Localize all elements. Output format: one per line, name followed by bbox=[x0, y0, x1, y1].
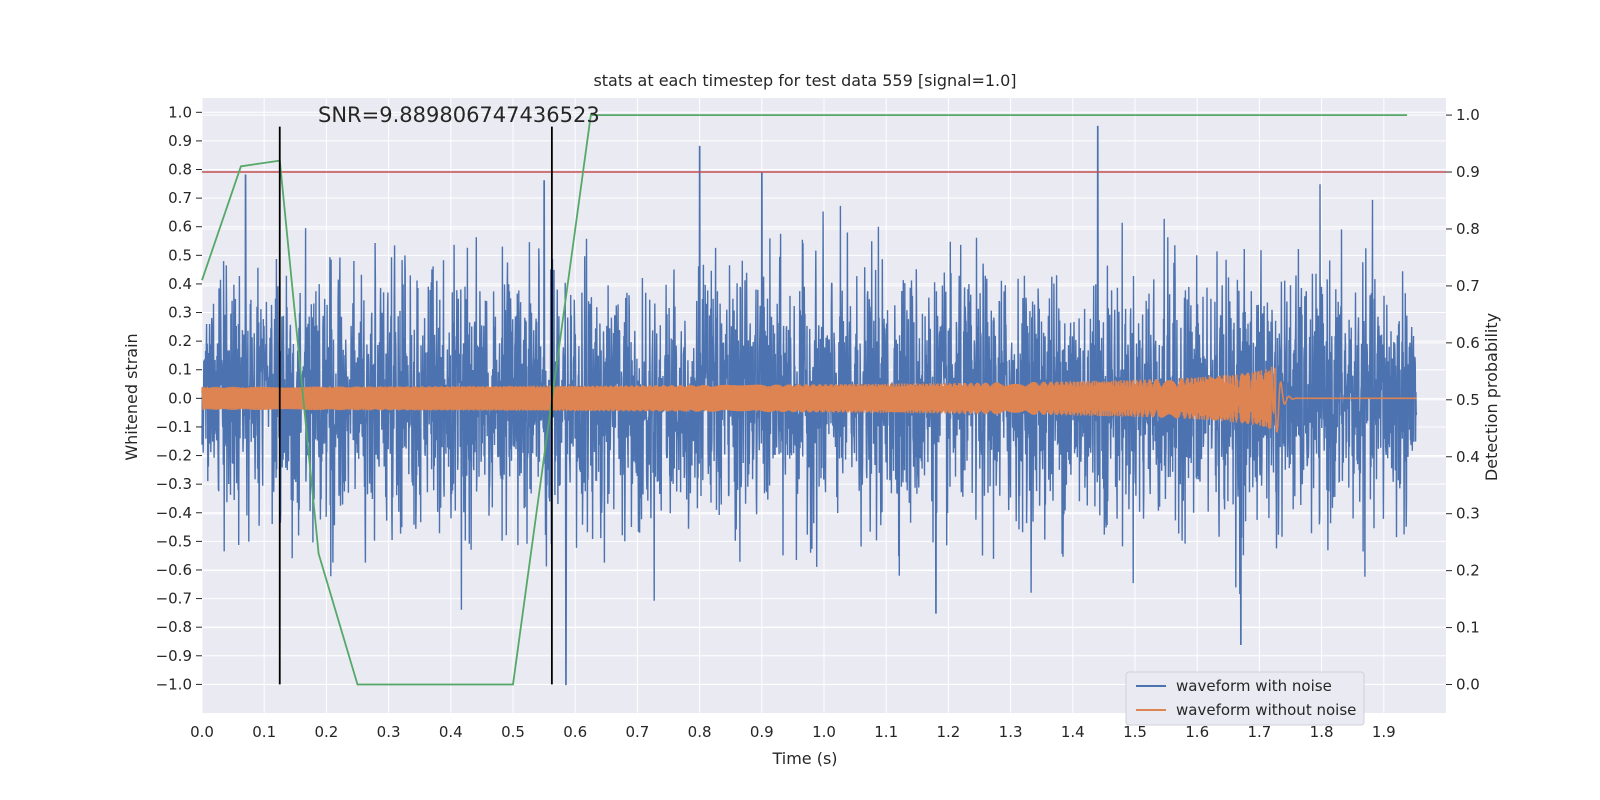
y-tick-label: 0.9 bbox=[168, 132, 192, 150]
y-tick-label: 1.0 bbox=[168, 103, 192, 121]
series-waveform-without-noise bbox=[201, 366, 1417, 433]
x-tick-label: 0.4 bbox=[439, 723, 463, 741]
x-tick-label: 1.5 bbox=[1123, 723, 1147, 741]
legend: waveform with noise waveform without noi… bbox=[1125, 671, 1365, 726]
y-tick-label: −0.4 bbox=[156, 504, 192, 522]
y2-tick-label: 0.9 bbox=[1456, 163, 1480, 181]
y2-tick-label: 0.2 bbox=[1456, 562, 1480, 580]
y-tick-label: −0.1 bbox=[156, 418, 192, 436]
x-tick-label: 0.2 bbox=[314, 723, 338, 741]
y-axis-ticks: 1.0 0.9 0.8 0.7 0.6 0.5 0.4 0.3 0.2 0.1 0.0 −0.1 −0.… bbox=[156, 103, 202, 693]
y2-tick-label: 0.6 bbox=[1456, 334, 1480, 352]
vertical-markers bbox=[278, 126, 553, 685]
x-tick-label: 1.4 bbox=[1061, 723, 1085, 741]
y2-axis-ticks: 1.0 0.9 0.8 0.7 0.6 0.5 0.4 0.3 0.2 0.1 0.0 bbox=[1446, 106, 1480, 694]
y-tick-label: −0.5 bbox=[156, 532, 192, 550]
y-tick-label: 0.1 bbox=[168, 361, 192, 379]
x-tick-label: 1.9 bbox=[1372, 723, 1396, 741]
y2-tick-label: 0.4 bbox=[1456, 448, 1480, 466]
y-tick-label: 0.0 bbox=[168, 389, 192, 407]
x-tick-label: 0.6 bbox=[563, 723, 587, 741]
x-tick-label: 0.1 bbox=[252, 723, 276, 741]
x-axis-ticks: 0.0 0.1 0.2 0.3 0.4 0.5 0.6 0.7 0.8 0.9 1.0 1.1 1.2 1… bbox=[190, 723, 1396, 741]
y-tick-label: −0.6 bbox=[156, 561, 192, 579]
clean-waveform-line bbox=[201, 366, 1417, 433]
y-tick-label: 0.6 bbox=[168, 218, 192, 236]
y-tick-label: −0.7 bbox=[156, 590, 192, 608]
x-tick-label: 1.2 bbox=[936, 723, 960, 741]
y2-tick-label: 0.7 bbox=[1456, 277, 1480, 295]
y2-tick-label: 0.5 bbox=[1456, 391, 1480, 409]
y-tick-label: −0.2 bbox=[156, 447, 192, 465]
x-tick-label: 0.7 bbox=[625, 723, 649, 741]
y-tick-label: 0.3 bbox=[168, 304, 192, 322]
y-tick-label: −0.8 bbox=[156, 618, 192, 636]
x-tick-label: 0.9 bbox=[750, 723, 774, 741]
x-axis-label: Time (s) bbox=[771, 749, 837, 768]
y-tick-label: 0.2 bbox=[168, 332, 192, 350]
x-tick-label: 0.5 bbox=[501, 723, 525, 741]
y-tick-label: −0.3 bbox=[156, 475, 192, 493]
y-axis-label: Whitened strain bbox=[122, 333, 141, 460]
y2-tick-label: 1.0 bbox=[1456, 106, 1480, 124]
y2-tick-label: 0.1 bbox=[1456, 619, 1480, 637]
x-tick-label: 0.8 bbox=[688, 723, 712, 741]
legend-label-clean: waveform without noise bbox=[1176, 701, 1356, 719]
y-tick-label: 0.8 bbox=[168, 161, 192, 179]
x-tick-label: 1.1 bbox=[874, 723, 898, 741]
y-tick-label: 0.5 bbox=[168, 246, 192, 264]
x-tick-label: 1.3 bbox=[999, 723, 1023, 741]
x-tick-label: 0.3 bbox=[377, 723, 401, 741]
x-tick-label: 1.6 bbox=[1185, 723, 1209, 741]
y2-tick-label: 0.8 bbox=[1456, 220, 1480, 238]
y2-tick-label: 0.0 bbox=[1456, 676, 1480, 694]
y-tick-label: 0.7 bbox=[168, 189, 192, 207]
x-tick-label: 0.0 bbox=[190, 723, 214, 741]
x-tick-label: 1.8 bbox=[1310, 723, 1334, 741]
x-tick-label: 1.0 bbox=[812, 723, 836, 741]
x-tick-label: 1.7 bbox=[1247, 723, 1271, 741]
y2-axis-label: Detection probability bbox=[1482, 313, 1501, 481]
y2-tick-label: 0.3 bbox=[1456, 505, 1480, 523]
chart-title: stats at each timestep for test data 559… bbox=[593, 71, 1016, 90]
y-tick-label: −1.0 bbox=[156, 675, 192, 693]
legend-box bbox=[1125, 671, 1365, 726]
snr-annotation: SNR=9.889806747436523 bbox=[318, 103, 600, 127]
legend-label-noise: waveform with noise bbox=[1176, 677, 1332, 695]
y-tick-label: −0.9 bbox=[156, 647, 192, 665]
y-tick-label: 0.4 bbox=[168, 275, 192, 293]
